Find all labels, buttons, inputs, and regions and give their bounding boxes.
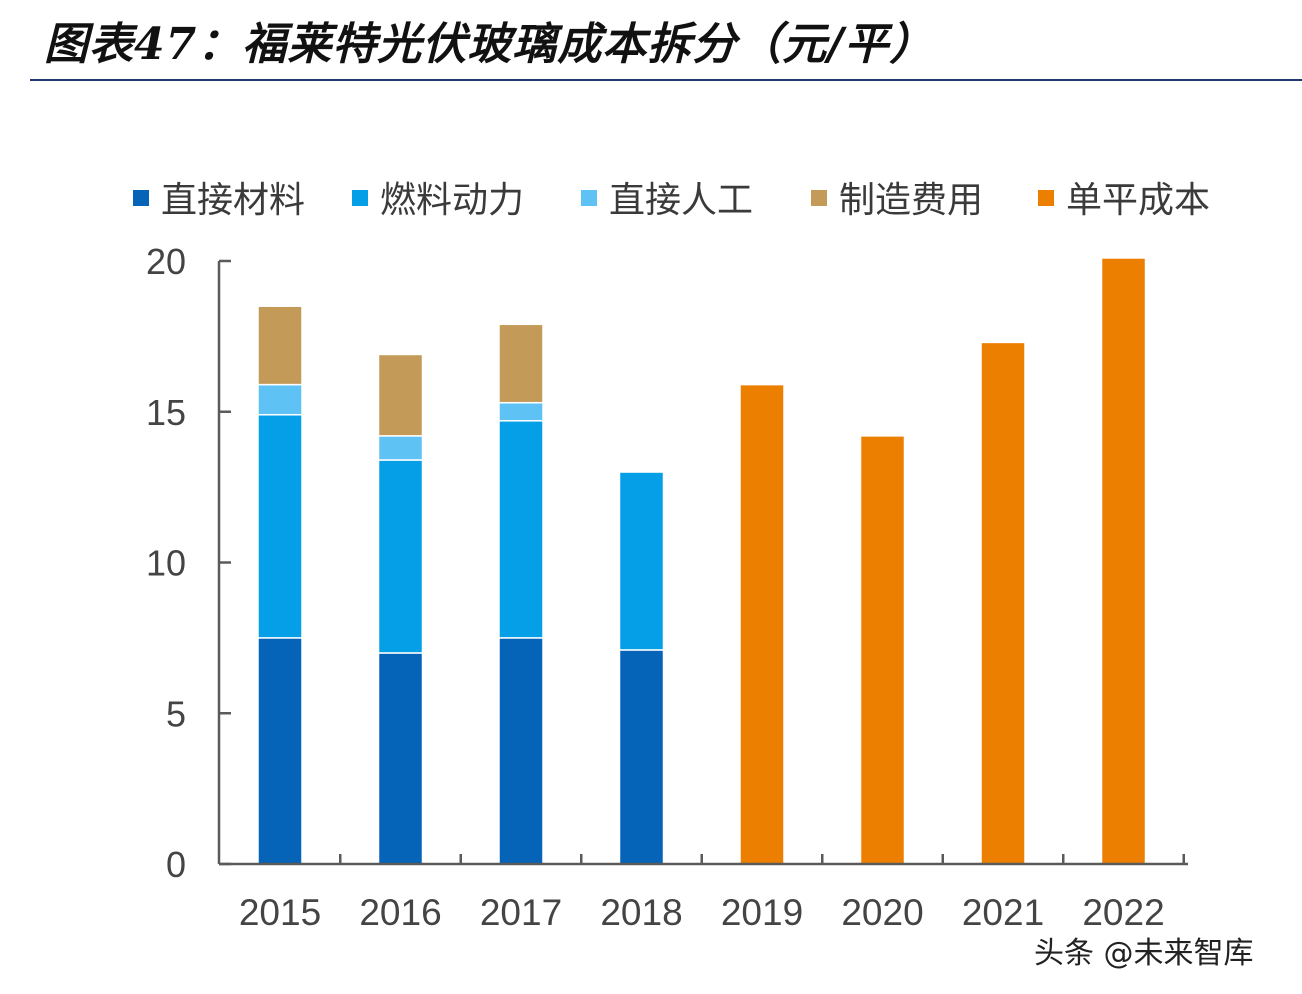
x-tick-label: 2015 [239, 892, 321, 933]
legend-label-0: 直接材料 [161, 180, 305, 221]
y-tick-label: 15 [146, 392, 186, 433]
bar-2018-series-1 [618, 471, 665, 651]
watermark: 头条 @未来智库 [1034, 936, 1254, 971]
bar-2018-series-0 [618, 649, 665, 865]
bars [257, 257, 1147, 865]
legend-swatch-4 [1038, 190, 1054, 206]
x-tick-label: 2020 [841, 892, 923, 933]
bar-2019-series-4 [739, 383, 785, 865]
y-tick-label: 10 [146, 543, 186, 584]
bar-2016-series-0 [377, 652, 424, 865]
x-tick-label: 2021 [962, 892, 1044, 933]
y-tick-label: 20 [146, 241, 186, 282]
bar-2017-series-0 [498, 637, 544, 865]
legend-swatch-1 [352, 190, 368, 206]
legend-swatch-0 [133, 190, 149, 206]
title-divider [30, 79, 1302, 81]
legend-swatch-2 [581, 190, 597, 206]
legend-label-4: 单平成本 [1066, 180, 1210, 221]
x-tick-label: 2022 [1082, 892, 1164, 933]
bar-2016-series-1 [377, 459, 424, 654]
axes: 0 5 10 15 20 2015 2016 2017 2018 2019 2020 2021 2022 [146, 241, 1188, 933]
x-tick-label: 2016 [359, 892, 441, 933]
bar-2015-series-3 [257, 305, 303, 386]
bar-2020-series-4 [859, 435, 906, 865]
legend-label-2: 直接人工 [609, 180, 753, 221]
legend-label-3: 制造费用 [839, 180, 983, 221]
x-tick-label: 2017 [480, 892, 562, 933]
x-tick-label: 2018 [600, 892, 682, 933]
chart-title: 图表47：福莱特光伏玻璃成本拆分（元/平） [44, 19, 935, 70]
bar-2017-series-1 [498, 420, 544, 639]
legend-label-1: 燃料动力 [380, 180, 524, 221]
bar-2016-series-2 [377, 435, 424, 461]
legend: 直接材料 燃料动力 直接人工 制造费用 单平成本 [133, 180, 1210, 221]
bar-2015-series-1 [257, 414, 303, 639]
y-tick-label: 5 [166, 693, 186, 734]
bar-2017-series-3 [498, 323, 544, 404]
bar-2015-series-0 [257, 637, 303, 865]
bar-2022-series-4 [1100, 257, 1147, 865]
bar-2015-series-2 [257, 383, 303, 416]
bar-2017-series-2 [498, 401, 544, 422]
y-tick-label: 0 [166, 844, 186, 885]
legend-swatch-3 [811, 190, 827, 206]
bar-2016-series-3 [377, 353, 424, 437]
bar-2021-series-4 [980, 341, 1026, 865]
x-tick-label: 2019 [721, 892, 803, 933]
